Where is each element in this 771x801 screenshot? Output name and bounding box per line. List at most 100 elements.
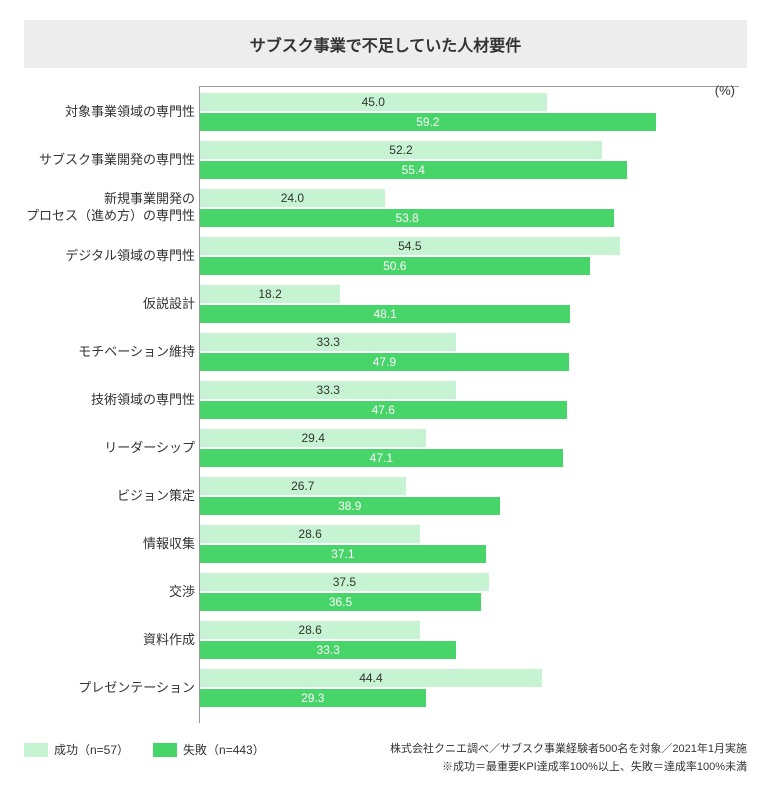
bar-pair: 37.5 36.5: [200, 573, 739, 611]
bar-value-failure: 47.6: [372, 403, 395, 417]
chart-title-text: サブスク事業で不足していた人材要件: [250, 38, 522, 55]
bar-value-success: 52.2: [389, 143, 412, 157]
bar-success: 18.2: [200, 285, 340, 303]
bar-failure: 53.8: [200, 209, 614, 227]
bar-group: 資料作成28.633.3: [200, 621, 739, 659]
legend-label-failure: 失敗（n=443）: [183, 741, 265, 758]
bar-value-failure: 47.1: [370, 451, 393, 465]
bar-pair: 28.6 33.3: [200, 621, 739, 659]
bar-group: 仮説設計18.248.1: [200, 285, 739, 323]
bar-value-success: 29.4: [302, 431, 325, 445]
category-label: ビジョン策定: [25, 488, 195, 505]
bar-pair: 45.0 59.2: [200, 93, 739, 131]
legend-label-success: 成功（n=57）: [54, 741, 129, 758]
bar-pair: 52.2 55.4: [200, 141, 739, 179]
chart-title: サブスク事業で不足していた人材要件: [24, 20, 747, 68]
bar-group: 新規事業開発の プロセス（進め方）の専門性24.053.8: [200, 189, 739, 227]
bar-failure: 48.1: [200, 305, 570, 323]
bar-value-failure: 33.3: [317, 643, 340, 657]
legend-footer-row: 成功（n=57） 失敗（n=443） 株式会社クニエ調べ／サブスク事業経験者50…: [24, 741, 747, 776]
bar-value-success: 44.4: [359, 671, 382, 685]
bar-failure: 38.9: [200, 497, 500, 515]
bar-value-success: 28.6: [298, 527, 321, 541]
bar-failure: 55.4: [200, 161, 627, 179]
category-label: 仮説設計: [25, 296, 195, 313]
bar-pair: 28.6 37.1: [200, 525, 739, 563]
bar-failure: 29.3: [200, 689, 426, 707]
bar-failure: 36.5: [200, 593, 481, 611]
legend-swatch-failure: [153, 743, 177, 757]
category-label: 技術領域の専門性: [25, 392, 195, 409]
category-label: サブスク事業開発の専門性: [25, 152, 195, 169]
bar-success: 44.4: [200, 669, 542, 687]
bar-group: リーダーシップ29.447.1: [200, 429, 739, 467]
bar-group: ビジョン策定26.738.9: [200, 477, 739, 515]
chart-area: (%) 対象事業領域の専門性45.059.2サブスク事業開発の専門性52.255…: [24, 86, 747, 723]
bar-value-success: 33.3: [317, 383, 340, 397]
bar-value-success: 28.6: [298, 623, 321, 637]
bar-failure: 37.1: [200, 545, 486, 563]
category-label: 交渉: [25, 584, 195, 601]
bar-group: デジタル領域の専門性54.550.6: [200, 237, 739, 275]
bar-value-success: 33.3: [317, 335, 340, 349]
legend-swatch-success: [24, 743, 48, 757]
category-label: 新規事業開発の プロセス（進め方）の専門性: [25, 191, 195, 225]
bar-pair: 26.7 38.9: [200, 477, 739, 515]
bar-value-failure: 36.5: [329, 595, 352, 609]
bar-success: 33.3: [200, 333, 456, 351]
bar-success: 28.6: [200, 621, 420, 639]
legend: 成功（n=57） 失敗（n=443）: [24, 741, 265, 758]
bar-value-success: 24.0: [281, 191, 304, 205]
bar-pair: 44.4 29.3: [200, 669, 739, 707]
bar-pair: 33.3 47.9: [200, 333, 739, 371]
footnote-source: 株式会社クニエ調べ／サブスク事業経験者500名を対象／2021年1月実施: [273, 741, 747, 759]
bar-group: プレゼンテーション44.429.3: [200, 669, 739, 707]
bar-value-success: 26.7: [291, 479, 314, 493]
bar-failure: 59.2: [200, 113, 656, 131]
bar-pair: 29.4 47.1: [200, 429, 739, 467]
bar-success: 26.7: [200, 477, 406, 495]
bar-pair: 33.3 47.6: [200, 381, 739, 419]
bar-success: 54.5: [200, 237, 620, 255]
bar-value-success: 18.2: [258, 287, 281, 301]
plot-area: (%) 対象事業領域の専門性45.059.2サブスク事業開発の専門性52.255…: [199, 86, 739, 723]
category-label: リーダーシップ: [25, 440, 195, 457]
bar-value-failure: 48.1: [373, 307, 396, 321]
bar-value-failure: 55.4: [402, 163, 425, 177]
bar-success: 29.4: [200, 429, 426, 447]
bar-group: 技術領域の専門性33.347.6: [200, 381, 739, 419]
bar-value-failure: 59.2: [416, 115, 439, 129]
bar-failure: 47.6: [200, 401, 567, 419]
bar-value-success: 37.5: [333, 575, 356, 589]
bar-pair: 24.0 53.8: [200, 189, 739, 227]
bar-value-failure: 53.8: [395, 211, 418, 225]
bar-value-failure: 50.6: [383, 259, 406, 273]
bar-value-success: 45.0: [362, 95, 385, 109]
bar-success: 52.2: [200, 141, 602, 159]
legend-item-success: 成功（n=57）: [24, 741, 129, 758]
category-label: 資料作成: [25, 632, 195, 649]
category-label: 対象事業領域の専門性: [25, 104, 195, 121]
bar-failure: 47.1: [200, 449, 563, 467]
bar-success: 24.0: [200, 189, 385, 207]
bar-value-success: 54.5: [398, 239, 421, 253]
bar-group: 対象事業領域の専門性45.059.2: [200, 93, 739, 131]
footnote-definition: ※成功＝最重要KPI達成率100%以上、失敗＝達成率100%未満: [273, 759, 747, 777]
category-label: 情報収集: [25, 536, 195, 553]
bar-success: 45.0: [200, 93, 547, 111]
bar-failure: 47.9: [200, 353, 569, 371]
footnotes: 株式会社クニエ調べ／サブスク事業経験者500名を対象／2021年1月実施 ※成功…: [273, 741, 747, 776]
bar-group: 情報収集28.637.1: [200, 525, 739, 563]
bar-value-failure: 37.1: [331, 547, 354, 561]
bar-group: サブスク事業開発の専門性52.255.4: [200, 141, 739, 179]
legend-item-failure: 失敗（n=443）: [153, 741, 265, 758]
bar-pair: 18.2 48.1: [200, 285, 739, 323]
bar-value-failure: 38.9: [338, 499, 361, 513]
category-label: デジタル領域の専門性: [25, 248, 195, 265]
bar-success: 37.5: [200, 573, 489, 591]
bar-pair: 54.5 50.6: [200, 237, 739, 275]
category-label: プレゼンテーション: [25, 680, 195, 697]
bar-success: 33.3: [200, 381, 456, 399]
bar-group: モチベーション維持33.347.9: [200, 333, 739, 371]
bar-failure: 50.6: [200, 257, 590, 275]
